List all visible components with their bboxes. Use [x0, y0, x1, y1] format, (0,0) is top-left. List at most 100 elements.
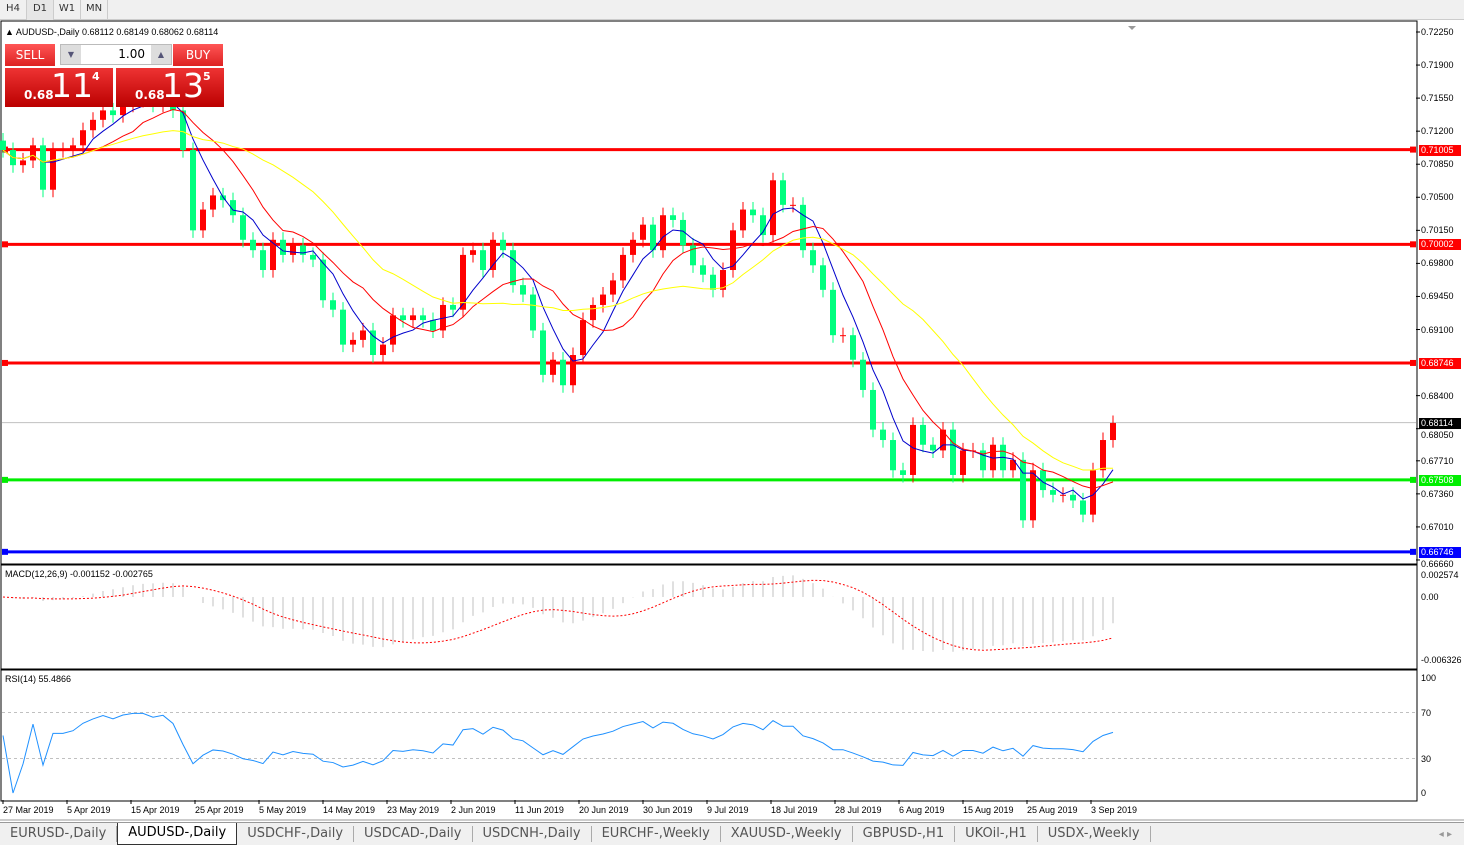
macd-tick-label: -0.006326 — [1421, 654, 1462, 665]
buy-price-big: 13 — [162, 66, 204, 105]
candle-down — [260, 250, 266, 271]
candle-up — [70, 145, 76, 151]
buy-price-box[interactable]: 0.68 13 5 — [116, 66, 224, 107]
candle-up — [1110, 423, 1116, 441]
rsi-line — [2, 712, 1114, 794]
level-anchor — [1410, 548, 1416, 555]
candle-down — [540, 330, 546, 375]
tf-w1[interactable]: W1 — [54, 0, 81, 20]
candle-up — [80, 130, 86, 146]
candle-up — [720, 270, 726, 290]
tf-mn[interactable]: MN — [81, 0, 108, 20]
sell-button[interactable]: SELL — [5, 44, 55, 66]
candle-up — [1100, 440, 1106, 471]
lot-decrease-button[interactable]: ▼ — [61, 45, 81, 64]
candle-up — [1030, 470, 1036, 521]
price-tick-label: 0.68050 — [1421, 429, 1454, 440]
candle-down — [890, 440, 896, 471]
time-tick-label: 15 Aug 2019 — [963, 805, 1014, 815]
price-tick-label: 0.70150 — [1421, 225, 1454, 236]
macd-title: MACD(12,26,9) -0.001152 -0.002765 — [5, 569, 153, 579]
price-tick-label: 0.68400 — [1421, 390, 1454, 401]
tf-d1[interactable]: D1 — [27, 0, 54, 20]
chart-header: ▲ AUDUSD-,Daily 0.68112 0.68149 0.68062 … — [5, 27, 219, 37]
time-tick-label: 14 May 2019 — [323, 805, 376, 815]
level-anchor — [2, 476, 8, 483]
candle-up — [630, 239, 636, 255]
candle-up — [570, 355, 576, 386]
chart-tab[interactable]: USDCHF-,Daily — [237, 826, 355, 842]
candle-down — [950, 429, 956, 475]
candle-down — [250, 239, 256, 251]
time-tick-label: 5 May 2019 — [259, 805, 307, 815]
lot-increase-button[interactable]: ▲ — [151, 45, 171, 64]
candle-up — [660, 215, 666, 251]
candle-up — [610, 280, 616, 295]
candle-down — [480, 250, 486, 271]
candle-down — [750, 209, 756, 216]
sell-price-prefix: 0.68 — [24, 88, 54, 102]
candle-down — [830, 289, 836, 336]
candle-down — [690, 245, 696, 266]
buy-button[interactable]: BUY — [173, 44, 223, 66]
candle-down — [900, 470, 906, 475]
candle-down — [320, 259, 326, 301]
chart-tab[interactable]: UKOil-,H1 — [955, 826, 1038, 842]
candle-down — [860, 359, 866, 390]
price-tick-label: 0.71200 — [1421, 126, 1454, 137]
rsi-tick-label: 0 — [1421, 788, 1427, 798]
chart-tab[interactable]: USDX-,Weekly — [1038, 826, 1151, 842]
time-tick-label: 15 Apr 2019 — [131, 805, 180, 815]
price-tick-label: 0.71550 — [1421, 93, 1454, 104]
candle-down — [800, 204, 806, 251]
candle-up — [960, 450, 966, 475]
chart-tab[interactable]: USDCAD-,Daily — [354, 826, 473, 842]
price-tick-label: 0.66660 — [1421, 558, 1454, 569]
candle-up — [60, 150, 66, 152]
candle-up — [210, 195, 216, 210]
level-anchor — [1410, 359, 1416, 366]
rsi-tick-label: 30 — [1421, 753, 1432, 764]
candle-down — [650, 224, 656, 251]
candle-up — [600, 294, 606, 305]
price-tick-label: 0.67010 — [1421, 521, 1454, 532]
candle-down — [560, 359, 566, 386]
chart-tabs: EURUSD-,Daily AUDUSD-,Daily USDCHF-,Daily U… — [0, 822, 1464, 845]
chart-tab[interactable]: EURCHF-,Weekly — [592, 826, 721, 842]
time-tick-label: 25 Aug 2019 — [1027, 805, 1078, 815]
price-tick-label: 0.71900 — [1421, 60, 1454, 71]
price-tick-label: 0.67360 — [1421, 488, 1454, 499]
chart-tab[interactable]: EURUSD-,Daily — [0, 826, 118, 842]
chart-tab[interactable]: GBPUSD-,H1 — [853, 826, 956, 842]
chart-tab[interactable]: XAUUSD-,Weekly — [721, 826, 853, 842]
level-anchor — [1410, 241, 1416, 248]
level-anchor — [2, 241, 8, 248]
candle-down — [880, 429, 886, 441]
chart-tab[interactable]: AUDUSD-,Daily — [117, 823, 238, 845]
candle-down — [780, 180, 786, 205]
price-tick-label: 0.70850 — [1421, 159, 1454, 170]
level-price-tag: 0.67508 — [1419, 474, 1461, 486]
level-price-tag: 0.70002 — [1419, 239, 1461, 251]
candle-up — [1060, 494, 1066, 496]
rsi-title: RSI(14) 55.4866 — [5, 674, 72, 684]
candle-down — [930, 444, 936, 451]
sell-price-big: 11 — [51, 66, 93, 105]
rsi-panel — [0, 669, 1418, 802]
macd-tick-label: 0.00 — [1421, 592, 1439, 602]
tf-h4[interactable]: H4 — [0, 0, 27, 20]
rsi-tick-label: 100 — [1421, 673, 1437, 683]
candle-up — [490, 239, 496, 271]
sell-price-box[interactable]: 0.68 11 4 — [5, 66, 113, 107]
candle-down — [370, 330, 376, 356]
macd-panel — [0, 564, 1418, 670]
time-tick-label: 27 Mar 2019 — [3, 805, 54, 815]
chart-tab[interactable]: USDCNH-,Daily — [473, 826, 592, 842]
tab-scroll-arrows-icon[interactable]: ◂ ▸ — [1438, 828, 1452, 840]
lot-input[interactable]: ▼ 1.00 ▲ — [60, 44, 172, 65]
candle-up — [20, 160, 26, 166]
candle-up — [410, 315, 416, 321]
candle-down — [710, 274, 716, 290]
macd-tick-label: 0.002574 — [1421, 569, 1459, 580]
